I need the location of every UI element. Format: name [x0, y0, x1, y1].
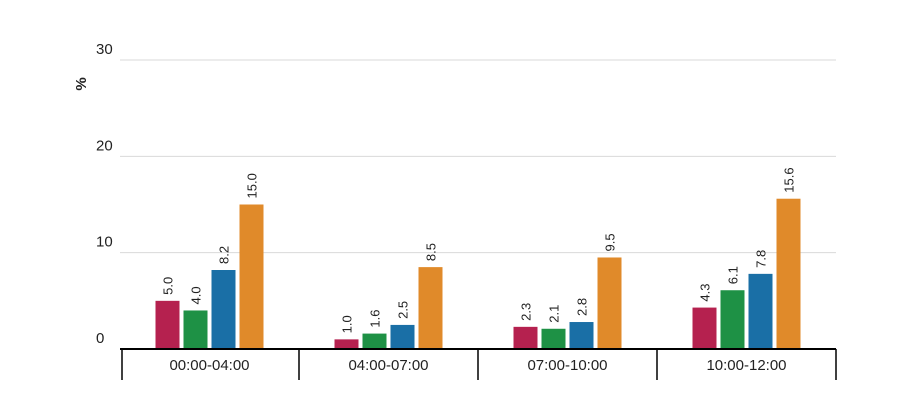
y-axis-unit-label: %	[73, 77, 90, 90]
bar	[211, 270, 236, 349]
data-label: 4.3	[698, 283, 713, 301]
bar	[692, 307, 717, 349]
data-label: 15.6	[782, 167, 797, 192]
data-label: 8.5	[424, 243, 439, 261]
bar	[597, 257, 622, 349]
bar	[334, 339, 359, 349]
bar	[569, 322, 594, 349]
y-axis-ticks: 0 10 20 30	[96, 41, 113, 347]
bar	[239, 204, 264, 349]
y-tick-label: 30	[96, 41, 113, 58]
data-label: 6.1	[726, 266, 741, 284]
x-category-label: 04:00-07:00	[348, 357, 428, 374]
category-separators	[121, 349, 837, 380]
bars	[155, 198, 801, 349]
x-axis-categories: 00:00-04:00 04:00-07:00 07:00-10:00 10:00-1…	[169, 357, 786, 374]
bar	[362, 333, 387, 349]
data-label: 5.0	[161, 277, 176, 295]
data-label: 7.8	[754, 250, 769, 268]
x-category-label: 10:00-12:00	[706, 357, 786, 374]
data-label: 1.6	[368, 310, 383, 328]
data-label: 2.3	[519, 303, 534, 321]
data-label: 15.0	[245, 173, 260, 198]
y-tick-label: 20	[96, 137, 113, 154]
bar	[155, 300, 180, 349]
bar	[513, 326, 538, 349]
bar	[541, 328, 566, 349]
x-category-label: 07:00-10:00	[527, 357, 607, 374]
data-label: 2.5	[396, 301, 411, 319]
data-label: 2.8	[575, 298, 590, 316]
y-tick-label: 0	[96, 330, 104, 347]
bar	[390, 324, 415, 349]
data-label: 1.0	[340, 315, 355, 333]
data-label: 8.2	[217, 246, 232, 264]
bar	[776, 198, 801, 349]
y-tick-label: 10	[96, 234, 113, 251]
gridlines	[120, 59, 836, 254]
data-labels: 5.0 4.0 8.2 15.0 1.0 1.6 2.5 8.5 2.3 2.1 2.8 9.5 4.3…	[161, 167, 797, 333]
x-category-label: 00:00-04:00	[169, 357, 249, 374]
data-label: 9.5	[603, 233, 618, 251]
data-label: 4.0	[189, 286, 204, 304]
bar	[418, 267, 443, 349]
bar	[720, 290, 745, 349]
bar	[183, 310, 208, 349]
bar	[748, 273, 773, 349]
data-label: 2.1	[547, 305, 562, 323]
